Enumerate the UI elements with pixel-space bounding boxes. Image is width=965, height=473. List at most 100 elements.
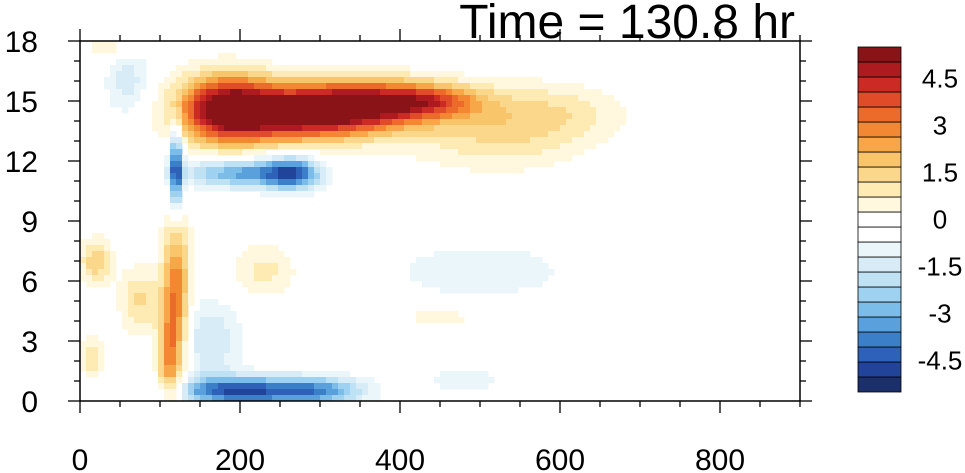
heatmap-cell — [158, 245, 165, 252]
heatmap-cell — [272, 137, 279, 144]
heatmap-cell — [182, 113, 189, 120]
heatmap-cell — [158, 239, 165, 246]
heatmap-cell — [248, 281, 255, 288]
heatmap-cell — [104, 83, 111, 90]
heatmap-cell — [296, 113, 303, 120]
heatmap-cell — [236, 353, 243, 360]
heatmap-cell — [542, 101, 549, 108]
heatmap-cell — [344, 77, 351, 84]
heatmap-cell — [536, 113, 543, 120]
heatmap-cell — [140, 305, 147, 312]
heatmap-cell — [434, 101, 441, 108]
heatmap-cell — [374, 125, 381, 132]
heatmap-cell — [326, 113, 333, 120]
heatmap-cell — [530, 143, 537, 150]
heatmap-cell — [296, 167, 303, 174]
heatmap-cell — [440, 131, 447, 138]
heatmap-cell — [476, 383, 483, 390]
heatmap-cell — [452, 137, 459, 144]
heatmap-cell — [440, 149, 447, 156]
heatmap-cell — [308, 173, 315, 180]
heatmap-cell — [284, 125, 291, 132]
heatmap-cell — [344, 101, 351, 108]
heatmap-cell — [350, 107, 357, 114]
heatmap-cell — [284, 377, 291, 384]
heatmap-cell — [416, 125, 423, 132]
heatmap-cell — [158, 125, 165, 132]
heatmap-cell — [182, 89, 189, 96]
heatmap-cell — [416, 83, 423, 90]
heatmap-cell — [620, 119, 627, 126]
heatmap-cell — [380, 77, 387, 84]
heatmap-cell — [392, 107, 399, 114]
heatmap-cell — [278, 131, 285, 138]
heatmap-cell — [194, 353, 201, 360]
heatmap-cell — [224, 179, 231, 186]
heatmap-cell — [182, 359, 189, 366]
heatmap-cell — [230, 185, 237, 192]
heatmap-cell — [284, 71, 291, 78]
heatmap-cell — [254, 257, 261, 264]
heatmap-cell — [332, 107, 339, 114]
heatmap-cell — [242, 365, 249, 372]
heatmap-cell — [194, 143, 201, 150]
heatmap-cell — [482, 155, 489, 162]
heatmap-cell — [170, 269, 177, 276]
heatmap-cell — [188, 227, 195, 234]
heatmap-cell — [266, 167, 273, 174]
heatmap-cell — [170, 305, 177, 312]
heatmap-cell — [524, 281, 531, 288]
heatmap-cell — [608, 131, 615, 138]
heatmap-cell — [344, 131, 351, 138]
heatmap-cell — [284, 281, 291, 288]
heatmap-cell — [176, 365, 183, 372]
heatmap-cell — [230, 95, 237, 102]
heatmap-cell — [488, 251, 495, 258]
heatmap-cell — [98, 47, 105, 54]
heatmap-cell — [350, 137, 357, 144]
heatmap-cell — [128, 71, 135, 78]
heatmap-cell — [152, 359, 159, 366]
heatmap-cell — [512, 167, 519, 174]
heatmap-cell — [398, 65, 405, 72]
heatmap-cell — [560, 155, 567, 162]
heatmap-cell — [518, 251, 525, 258]
heatmap-cell — [134, 71, 141, 78]
heatmap-cell — [194, 125, 201, 132]
heatmap-cell — [104, 275, 111, 282]
heatmap-cell — [296, 371, 303, 378]
heatmap-cell — [278, 167, 285, 174]
heatmap-cell — [194, 113, 201, 120]
heatmap-cell — [392, 143, 399, 150]
heatmap-cell — [548, 161, 555, 168]
heatmap-cell — [560, 113, 567, 120]
heatmap-cell — [440, 83, 447, 90]
heatmap-cell — [182, 185, 189, 192]
heatmap-cell — [206, 395, 213, 402]
heatmap-cell — [440, 113, 447, 120]
heatmap-cell — [302, 137, 309, 144]
heatmap-cell — [152, 335, 159, 342]
heatmap-cell — [134, 305, 141, 312]
heatmap-cell — [158, 347, 165, 354]
heatmap-cell — [230, 131, 237, 138]
heatmap-cell — [488, 125, 495, 132]
heatmap-cell — [170, 395, 177, 402]
heatmap-cell — [218, 371, 225, 378]
heatmap-cell — [266, 179, 273, 186]
colorbar-tick-label: 1.5 — [922, 157, 958, 187]
heatmap-cell — [116, 293, 123, 300]
heatmap-cell — [326, 377, 333, 384]
heatmap-cell — [134, 65, 141, 72]
heatmap-cell — [476, 269, 483, 276]
heatmap-cell — [194, 389, 201, 396]
heatmap-cell — [512, 113, 519, 120]
heatmap-cell — [602, 107, 609, 114]
heatmap-cell — [512, 287, 519, 294]
heatmap-cell — [122, 281, 129, 288]
heatmap-cell — [170, 101, 177, 108]
heatmap-cell — [170, 167, 177, 174]
heatmap-cell — [80, 347, 87, 354]
heatmap-cell — [524, 251, 531, 258]
heatmap-cell — [332, 65, 339, 72]
